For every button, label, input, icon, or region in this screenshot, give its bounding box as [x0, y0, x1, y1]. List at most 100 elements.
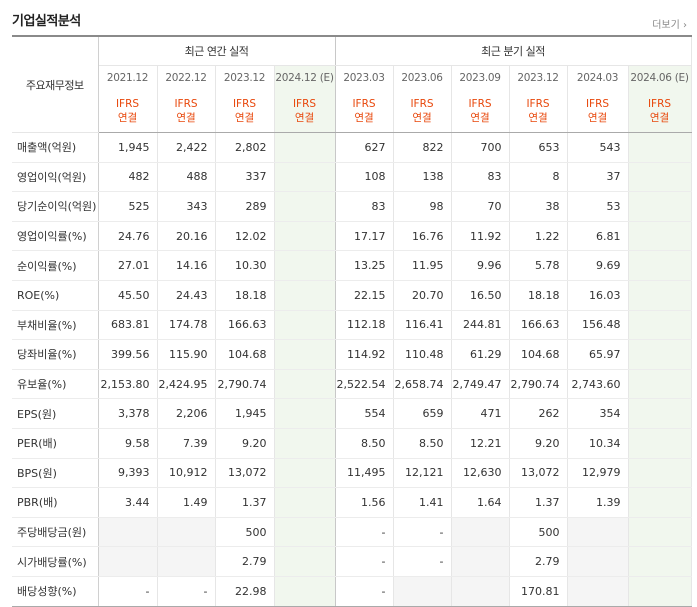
- table-cell: 12,121: [393, 458, 452, 489]
- row-label: 영업이익(억원): [12, 162, 99, 193]
- table-cell: 11.92: [451, 220, 510, 252]
- table-cell: 2.79: [215, 546, 275, 577]
- table-row: 당좌비율(%) 399.56 115.90 104.68 114.92 110.48 61.…: [12, 339, 692, 370]
- table-cell: 174.78: [157, 309, 216, 341]
- table-cell: [274, 398, 336, 429]
- section-header: 기업실적분석 더보기 ›: [0, 0, 697, 34]
- row-label: BPS(원): [12, 458, 99, 489]
- ifrs-label: IFRS: [292, 98, 317, 110]
- table-cell: 10,912: [157, 458, 216, 489]
- table-cell: 2,658.74: [393, 369, 452, 400]
- table-row: ROE(%) 45.50 24.43 18.18 22.15 20.70 16.50 18.1…: [12, 280, 692, 311]
- row-label: ROE(%): [12, 280, 99, 311]
- table-cell: 8: [509, 162, 568, 193]
- table-cell: 471: [451, 398, 510, 429]
- table-cell: 110.48: [393, 339, 452, 370]
- table-row: BPS(원) 9,393 10,912 13,072 11,495 12,121 12,63…: [12, 458, 692, 489]
- period-header: 2021.12: [98, 65, 158, 90]
- table-row: 배당성향(%) - -22.98-170.81: [12, 575, 692, 607]
- table-cell: 9.96: [451, 250, 510, 281]
- more-link[interactable]: 더보기 ›: [652, 20, 687, 31]
- table-cell: 11,495: [335, 458, 394, 489]
- table-cell: 1,945: [215, 398, 275, 429]
- table-row: EPS(원) 3,378 2,206 1,945 554 659 471 262 354: [12, 398, 692, 429]
- table-cell: 6.81: [567, 220, 629, 252]
- table-cell: [274, 309, 336, 341]
- table-cell: [628, 280, 692, 311]
- table-cell: 16.50: [451, 280, 510, 311]
- row-label: 당기순이익(억원): [12, 191, 99, 222]
- table-cell: [274, 546, 336, 577]
- period-header: 2024.06 (E): [628, 65, 692, 90]
- table-cell: 7.39: [157, 428, 216, 459]
- table-cell: 2,802: [215, 132, 275, 163]
- table-cell: [451, 516, 510, 548]
- table-cell: [274, 250, 336, 281]
- table-cell: 653: [509, 132, 568, 163]
- table-cell: 83: [451, 162, 510, 193]
- table-cell: 16.76: [393, 220, 452, 252]
- consol-label: 연결: [294, 112, 315, 124]
- table-cell: 116.41: [393, 309, 452, 341]
- table-cell: [274, 220, 336, 252]
- table-cell: 12,979: [567, 458, 629, 489]
- table-cell: [628, 162, 692, 193]
- table-cell: 3,378: [98, 398, 158, 429]
- table-cell: 2,743.60: [567, 369, 629, 400]
- table-cell: [628, 546, 692, 577]
- table-cell: 554: [335, 398, 394, 429]
- table-cell: 2,749.47: [451, 369, 510, 400]
- table-cell: 12.02: [215, 220, 275, 252]
- table-cell: 22.98: [215, 575, 275, 607]
- table-cell: 20.16: [157, 220, 216, 252]
- ifrs-label: IFRS: [232, 98, 257, 110]
- table-cell: 1.37: [215, 487, 275, 518]
- table-cell: 822: [393, 132, 452, 163]
- table-cell: [567, 516, 629, 548]
- table-cell: [274, 516, 336, 548]
- annual-group-header: 최근 연간 실적: [98, 35, 336, 66]
- table-cell: 1.37: [509, 487, 568, 518]
- table-cell: 37: [567, 162, 629, 193]
- table-cell: 343: [157, 191, 216, 222]
- table-cell: [274, 487, 336, 518]
- table-cell: [628, 487, 692, 518]
- row-label: 유보율(%): [12, 369, 99, 400]
- consol-label: 연결: [587, 112, 608, 124]
- consol-label: 연결: [234, 112, 255, 124]
- table-cell: 112.18: [335, 309, 394, 341]
- table-cell: [274, 575, 336, 607]
- table-cell: 244.81: [451, 309, 510, 341]
- table-cell: 543: [567, 132, 629, 163]
- table-row: PBR(배) 3.44 1.49 1.37 1.56 1.41 1.64 1.37 1.39: [12, 487, 692, 518]
- table-cell: 1.64: [451, 487, 510, 518]
- row-label: 영업이익률(%): [12, 220, 99, 252]
- period-header: 2022.12: [157, 65, 216, 90]
- table-cell: [274, 428, 336, 459]
- ifrs-consol-label: IFRS 연결: [335, 90, 394, 133]
- table-cell: 70: [451, 191, 510, 222]
- table-cell: [274, 458, 336, 489]
- table-cell: 24.43: [157, 280, 216, 311]
- table-cell: [628, 428, 692, 459]
- table-cell: [451, 575, 510, 607]
- table-cell: 114.92: [335, 339, 394, 370]
- ifrs-label: IFRS: [115, 98, 140, 110]
- table-cell: -: [335, 546, 394, 577]
- ifrs-consol-label: IFRS 연결: [215, 90, 275, 133]
- table-cell: [567, 546, 629, 577]
- table-cell: 12.21: [451, 428, 510, 459]
- table-cell: [628, 516, 692, 548]
- consol-label: 연결: [354, 112, 374, 124]
- consol-label: 연결: [649, 112, 670, 124]
- table-cell: -: [393, 516, 452, 548]
- row-label: EPS(원): [12, 398, 99, 429]
- ifrs-consol-label: IFRS 연결: [157, 90, 216, 133]
- table-cell: 9,393: [98, 458, 158, 489]
- table-cell: [157, 516, 216, 548]
- table-cell: [628, 575, 692, 607]
- table-cell: 20.70: [393, 280, 452, 311]
- table-cell: [628, 309, 692, 341]
- table-cell: [393, 575, 452, 607]
- table-cell: -: [157, 575, 216, 607]
